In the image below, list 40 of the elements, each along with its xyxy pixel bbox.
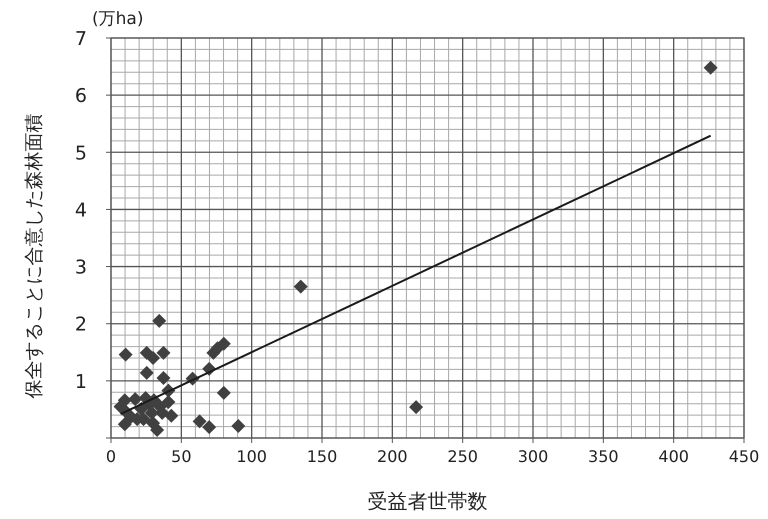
point bbox=[704, 60, 718, 75]
point bbox=[118, 417, 132, 432]
point bbox=[114, 400, 128, 414]
point bbox=[140, 366, 154, 380]
y-tick-label: 1 bbox=[74, 370, 87, 393]
x-tick-label: 250 bbox=[447, 447, 478, 466]
x-tick-label: 150 bbox=[306, 447, 338, 466]
point bbox=[152, 314, 166, 328]
x-axis-title: 受益者世帯数 bbox=[368, 489, 488, 513]
x-tick-label: 350 bbox=[588, 447, 619, 466]
x-tick-label: 0 bbox=[106, 447, 116, 466]
y-tick-label: 6 bbox=[74, 85, 87, 108]
point bbox=[146, 351, 160, 365]
y-tick-label: 7 bbox=[74, 28, 87, 50]
point bbox=[161, 395, 176, 409]
point bbox=[216, 386, 231, 400]
text: (万ha) bbox=[92, 9, 144, 29]
point bbox=[409, 400, 424, 414]
point bbox=[156, 346, 170, 360]
point bbox=[164, 408, 178, 423]
y-tick-label: 4 bbox=[74, 199, 87, 222]
x-tick-label: 200 bbox=[377, 447, 408, 466]
point bbox=[128, 392, 142, 406]
x-tick-label: 300 bbox=[518, 447, 548, 466]
point bbox=[231, 419, 246, 433]
x-tick-label: 400 bbox=[658, 447, 689, 466]
point bbox=[192, 414, 207, 428]
point bbox=[146, 416, 160, 430]
point bbox=[216, 336, 231, 351]
point bbox=[202, 420, 216, 434]
point bbox=[294, 280, 308, 294]
y-tick-label: 3 bbox=[74, 256, 87, 279]
x-tick-label: 450 bbox=[728, 447, 760, 466]
y-axis-title: 保全することに合意した森林面積 bbox=[23, 114, 45, 398]
x-tick-label: 100 bbox=[236, 447, 267, 466]
y-tick-label: 5 bbox=[74, 142, 87, 164]
x-tick-label: 50 bbox=[171, 447, 192, 466]
point bbox=[156, 371, 170, 385]
y-tick-label: 2 bbox=[74, 314, 87, 336]
point bbox=[118, 348, 133, 362]
